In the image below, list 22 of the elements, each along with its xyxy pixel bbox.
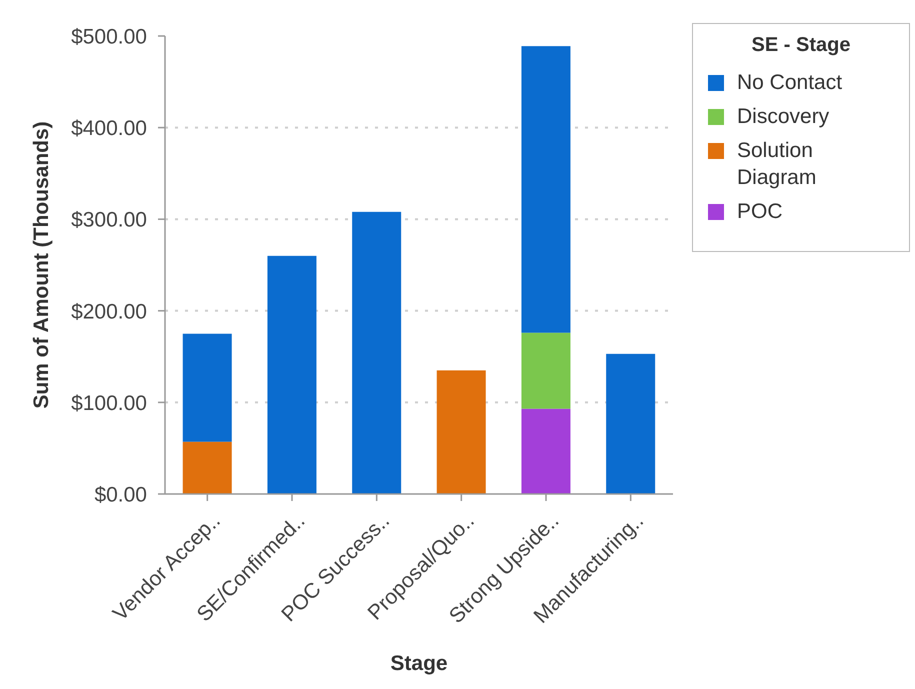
- bar: [267, 256, 316, 494]
- bar: [352, 212, 402, 494]
- legend-title: SE - Stage: [750, 33, 852, 57]
- y-tick-label: $400.00: [71, 117, 147, 140]
- y-tick-label: $100.00: [71, 392, 147, 415]
- bar: [182, 442, 232, 494]
- bar: [521, 332, 570, 409]
- bar: [182, 334, 232, 442]
- y-tick-label: $500.00: [71, 25, 147, 48]
- x-axis-title: Stage: [390, 652, 448, 675]
- y-tick-label: $200.00: [71, 300, 147, 324]
- legend-label: Discovery: [737, 104, 830, 130]
- y-tick-label: $300.00: [71, 208, 147, 232]
- legend-label: Solution Diagram: [737, 138, 818, 191]
- legend-label: POC: [737, 199, 783, 225]
- bar: [521, 46, 570, 333]
- bar: [606, 354, 656, 494]
- bar: [521, 408, 570, 494]
- y-tick-label: $0.00: [94, 483, 147, 506]
- y-axis-title: Sum of Amount (Thousands): [30, 121, 54, 409]
- legend-label: No Contact: [737, 70, 842, 96]
- bar: [436, 370, 486, 494]
